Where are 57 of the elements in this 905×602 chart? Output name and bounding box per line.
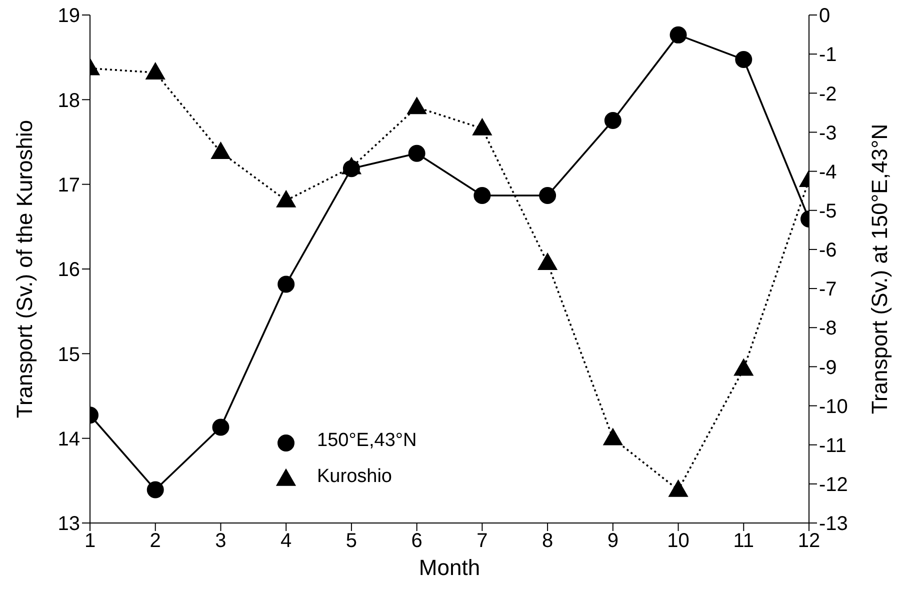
x-tick-label: 2 — [150, 530, 161, 552]
y-tick-label: 17 — [58, 174, 80, 196]
point — [604, 112, 622, 130]
y2-tick-label: -9 — [819, 356, 837, 379]
point — [670, 26, 687, 44]
point — [539, 187, 556, 204]
point — [146, 481, 164, 498]
y2-tick-label: -12 — [819, 474, 848, 496]
x-tick-label: 12 — [798, 530, 820, 552]
y2-tick-label: -6 — [819, 240, 837, 262]
point — [668, 480, 688, 497]
point — [538, 252, 558, 270]
y2-tick-label: -8 — [819, 318, 837, 340]
y-tick-label: 16 — [58, 259, 80, 282]
y-tick-label: 15 — [58, 344, 80, 366]
x-tick-label: 6 — [411, 530, 422, 552]
point — [734, 358, 754, 376]
y2-axis-title: Transport (Sv.) at 150°E,43°N — [866, 124, 892, 414]
y2-tick-label: 0 — [819, 5, 830, 28]
point — [603, 428, 623, 446]
y2-tick-label: -2 — [819, 83, 837, 106]
x-tick-label: 1 — [84, 530, 96, 552]
x-tick-label: 8 — [542, 530, 554, 552]
legend-label: 150°E,43°N — [317, 430, 417, 452]
point — [342, 160, 360, 178]
point — [472, 118, 492, 136]
y2-tick-label: -13 — [819, 513, 848, 536]
x-tick-label: 3 — [215, 530, 226, 552]
x-tick-label: 4 — [280, 530, 292, 552]
point — [211, 142, 230, 160]
x-tick-label: 11 — [733, 530, 754, 552]
y2-tick-label: -7 — [819, 278, 837, 301]
y-tick-label: 13 — [58, 513, 80, 536]
y2-tick-label: -1 — [819, 44, 837, 66]
y-tick-label: 18 — [58, 90, 80, 112]
y2-tick-label: -11 — [819, 434, 846, 457]
legend-label: Kuroshio — [317, 466, 392, 488]
point — [146, 62, 166, 80]
point — [474, 187, 491, 204]
y2-tick-label: -4 — [819, 161, 837, 184]
y-axis-title: Transport (Sv.) of the Kuroshio — [12, 120, 37, 418]
x-tick-label: 5 — [346, 530, 358, 552]
y-tick-label: 14 — [58, 428, 80, 450]
point — [408, 144, 426, 162]
x-tick-label: 9 — [607, 530, 618, 552]
x-axis-title: Month — [418, 555, 480, 580]
x-tick-label: 10 — [667, 530, 690, 552]
x-tick-label: 7 — [476, 530, 488, 552]
y2-tick-label: -10 — [819, 396, 848, 418]
point — [276, 190, 296, 208]
y2-tick-label: -5 — [819, 200, 837, 222]
point — [735, 51, 752, 68]
y-tick-label: 19 — [58, 5, 80, 28]
point — [212, 418, 230, 436]
point — [407, 97, 427, 114]
y2-tick-label: -3 — [819, 122, 837, 144]
point — [278, 276, 295, 293]
